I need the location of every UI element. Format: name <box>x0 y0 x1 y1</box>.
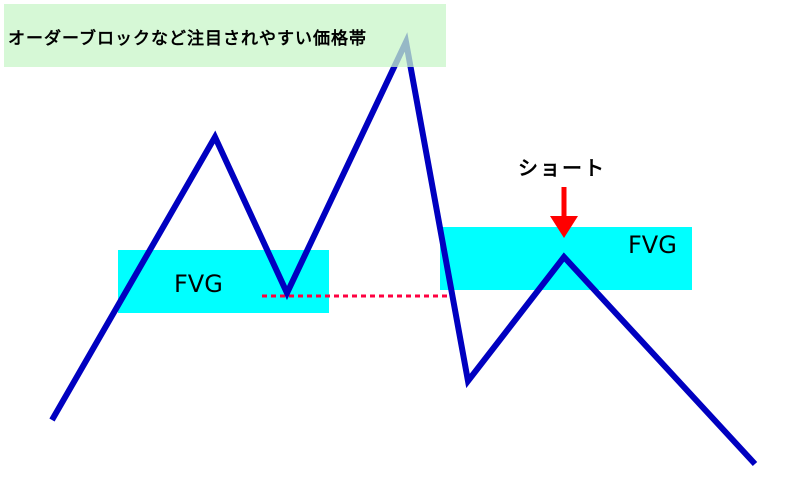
order-block-label: オーダーブロックなど注目されやすい価格帯 <box>8 29 367 49</box>
short-arrow <box>550 187 578 238</box>
short-label: ショート <box>518 156 606 180</box>
fvg-right-label: FVG <box>628 231 677 259</box>
fvg-zone-left <box>118 250 329 313</box>
fvg-left-label: FVG <box>174 270 223 298</box>
order-block-zone <box>4 4 446 67</box>
